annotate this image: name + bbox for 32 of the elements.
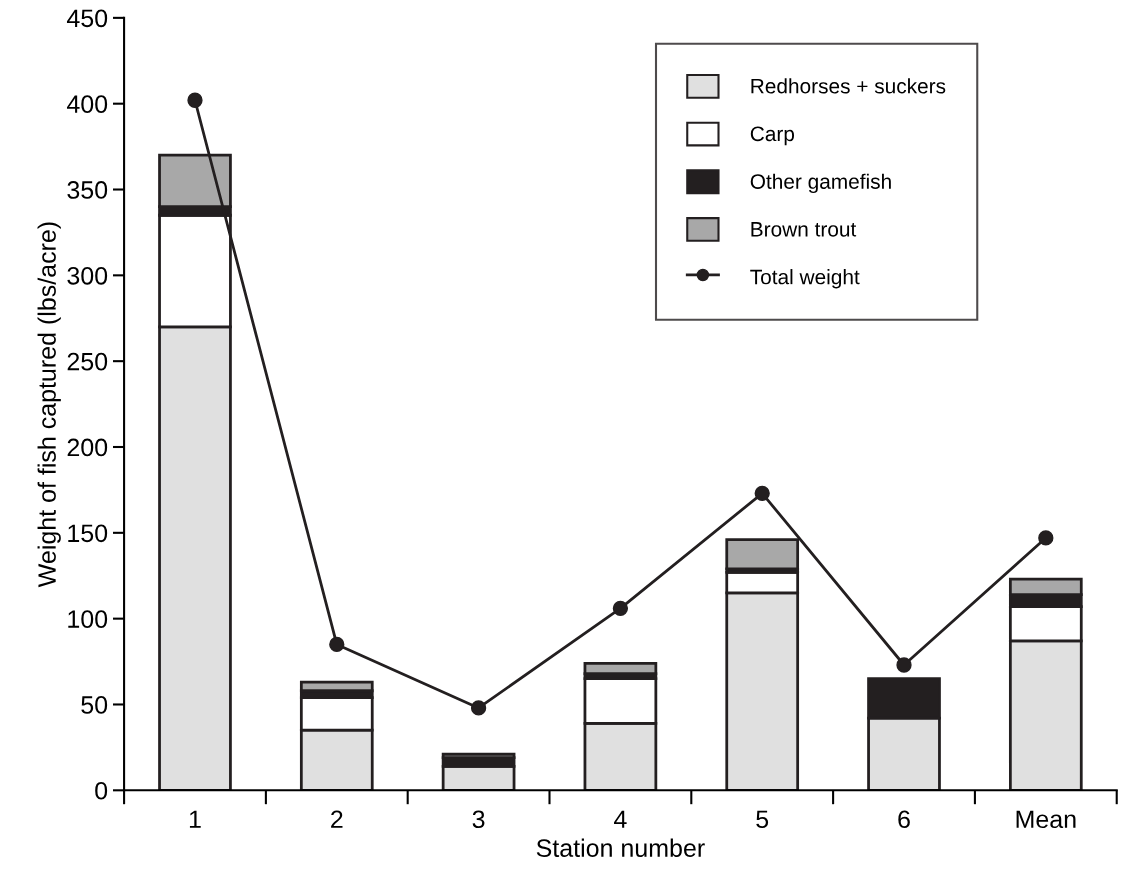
- x-tick-label: 5: [756, 810, 769, 829]
- y-tick-label: 100: [68, 610, 108, 628]
- x-tick-label: 1: [189, 810, 201, 828]
- point: [470, 700, 487, 716]
- y-tick-label: 450: [66, 9, 108, 28]
- point: [187, 92, 203, 108]
- y-tick-label: 0: [95, 781, 108, 800]
- x-tick-label: 2: [331, 810, 343, 828]
- y-tick-label: 400: [66, 95, 108, 113]
- point: [1038, 530, 1054, 546]
- y-tick-label: 300: [67, 266, 108, 285]
- bar: [725, 538, 800, 571]
- y-tick-label: 50: [81, 696, 108, 714]
- legend-label: Total weight: [750, 269, 860, 289]
- y-tick-label: 200: [67, 438, 108, 457]
- x-tick-label: 3: [472, 810, 485, 829]
- x-tick-label: 4: [614, 810, 627, 828]
- y-axis-title: Weight of fish captured (lbs/acre): [37, 222, 61, 588]
- point: [329, 636, 345, 653]
- y-tick-label: 250: [67, 352, 108, 371]
- point: [896, 657, 912, 673]
- legend-label: Redhorses + suckers: [751, 78, 946, 94]
- legend-label: Other gamefish: [750, 173, 891, 194]
- y-tick-label: 150: [68, 524, 108, 543]
- y-tick-label: 350: [67, 181, 108, 199]
- x-axis-title: Station number: [536, 838, 705, 857]
- legend-label: Carp: [750, 126, 795, 146]
- point: [754, 485, 770, 501]
- legend-label: Brown trout: [751, 222, 857, 237]
- x-tick-label: 6: [898, 810, 910, 829]
- x-tick-label: Mean: [1016, 810, 1076, 829]
- point: [612, 600, 629, 616]
